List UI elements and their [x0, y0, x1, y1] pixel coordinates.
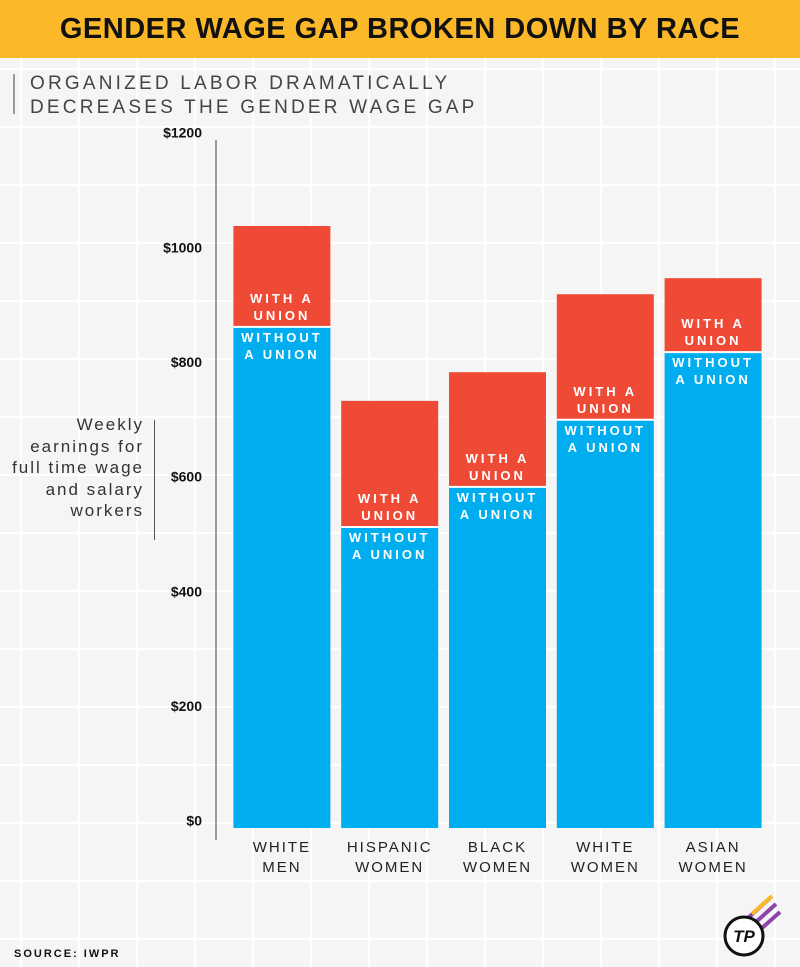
- logo-arrow: [750, 894, 774, 916]
- x-tick-label: ASIAN WOMEN: [678, 839, 748, 876]
- y-tick-label: $0: [186, 813, 202, 829]
- chart-subtitle: ORGANIZED LABOR DRAMATICALLY DECREASES T…: [30, 73, 478, 118]
- source: SOURCE: IWPR: [14, 948, 121, 960]
- y-axis-label: Weekly earnings for full time wage and s…: [12, 415, 144, 520]
- segment-label: WITHOUT A UNION: [348, 530, 431, 562]
- bar-segment: [449, 372, 546, 487]
- logo: TP: [723, 894, 782, 957]
- x-tick-label: BLACK WOMEN: [462, 839, 533, 876]
- bar-segment: [664, 278, 762, 353]
- segment-label: WITH A UNION: [250, 290, 314, 323]
- segment-label: WITHOUT A UNION: [241, 329, 323, 362]
- bar-segment: [233, 226, 331, 327]
- x-tick-label: WHITE MEN: [252, 839, 312, 876]
- segment-label: WITHOUT A UNION: [672, 355, 754, 388]
- y-tick-label: $400: [171, 583, 202, 599]
- segment-label: WITHOUT A UNION: [456, 489, 539, 522]
- bar-segment: [341, 527, 439, 828]
- segment-label: WITH A UNION: [573, 383, 638, 416]
- logo-circle: [723, 915, 765, 957]
- segment-label: WITHOUT A UNION: [564, 422, 647, 455]
- bar-segment: [556, 294, 654, 420]
- y-tick-label: $1000: [163, 239, 202, 255]
- x-tick-label: HISPANIC WOMEN: [346, 839, 433, 876]
- y-tick-label: $200: [171, 698, 202, 714]
- y-label-rule: [154, 420, 155, 540]
- segment-label: WITH A UNION: [357, 491, 422, 523]
- subtitle-rule: [13, 74, 15, 114]
- bar-segment: [233, 326, 331, 828]
- logo-text: TP: [733, 927, 755, 946]
- segment-label: WITH A UNION: [681, 316, 745, 349]
- bar-segment: [449, 486, 546, 828]
- segment-label: WITH A UNION: [465, 450, 530, 483]
- y-tick-label: $1200: [163, 125, 202, 141]
- bar-segment: [341, 400, 439, 527]
- bar-segment: [664, 352, 762, 828]
- y-tick-label: $600: [171, 469, 202, 485]
- x-tick-label: WHITE WOMEN: [570, 839, 640, 876]
- bar-segment: [556, 419, 654, 828]
- chart-title: GENDER WAGE GAP BROKEN DOWN BY RACE: [0, 0, 800, 58]
- y-tick-label: $800: [171, 354, 202, 370]
